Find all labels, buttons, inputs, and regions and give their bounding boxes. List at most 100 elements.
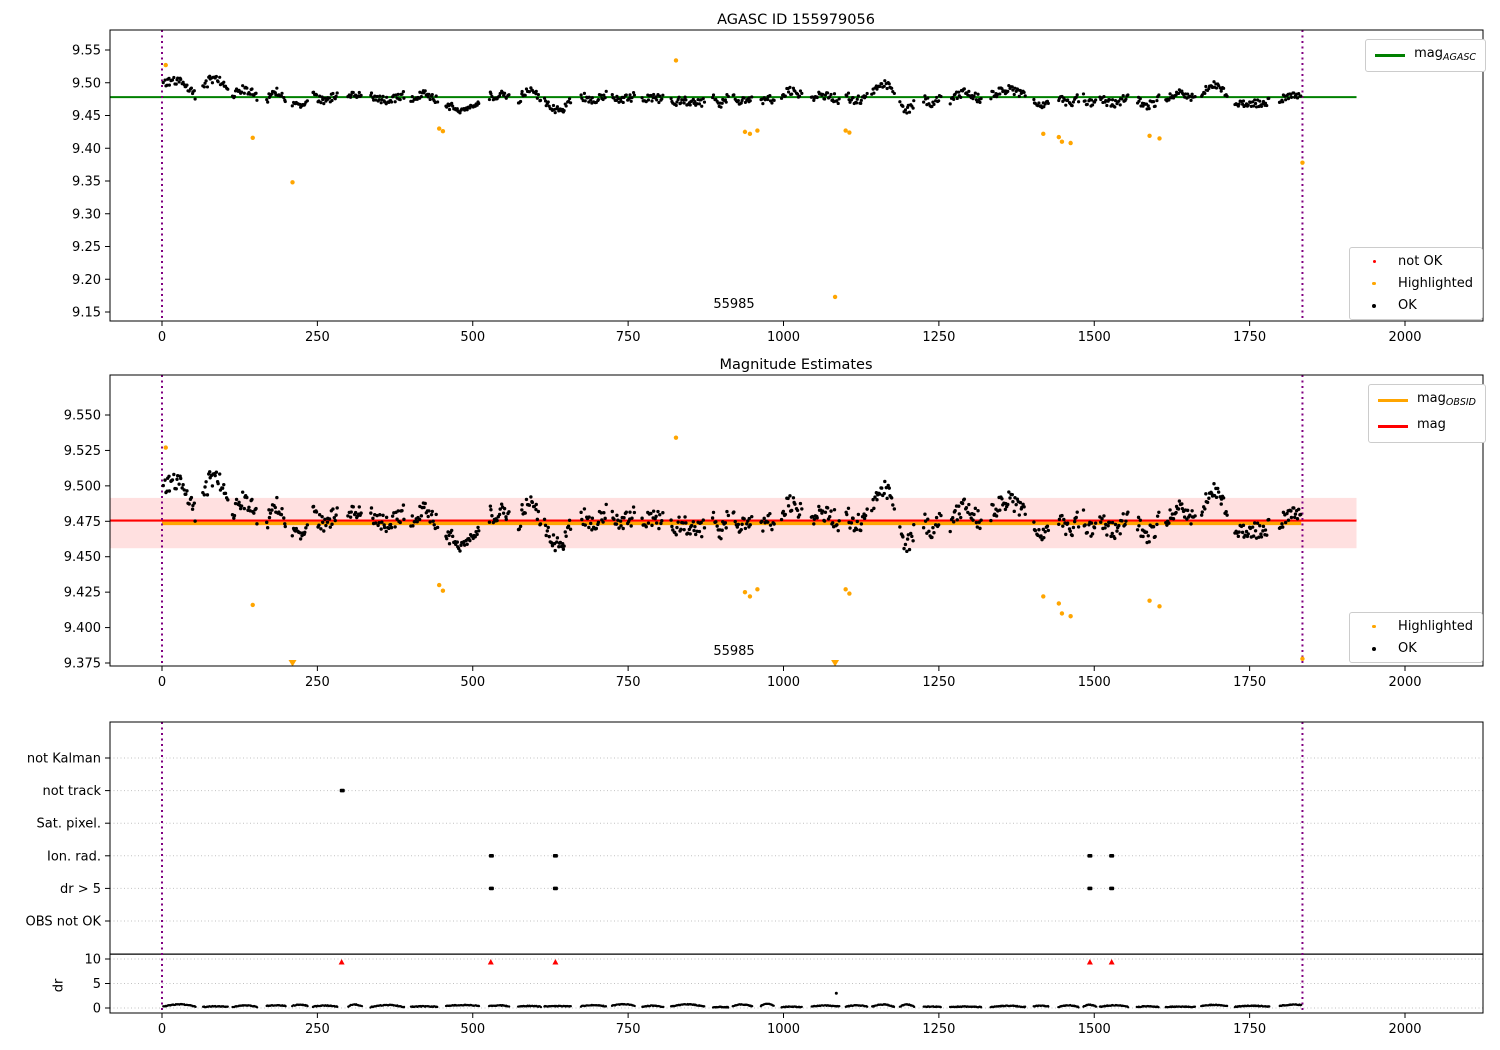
bottom-plot-inner [161, 722, 1304, 1013]
svg-text:9.35: 9.35 [72, 175, 101, 190]
svg-text:1000: 1000 [767, 1022, 800, 1037]
legend-row-ok: OK [1359, 640, 1473, 657]
middle-plot-ok-points [161, 470, 1303, 554]
svg-text:2000: 2000 [1388, 1022, 1421, 1037]
svg-text:1250: 1250 [922, 330, 955, 345]
svg-text:500: 500 [460, 675, 485, 690]
legend-label: OK [1398, 298, 1417, 313]
top-plot-axis-ticks: 9.15 9.20 9.25 9.30 9.35 9.40 9.45 9.50 9.55 0 250… [72, 44, 1422, 346]
legend-label: magAGASC [1414, 46, 1476, 63]
svg-text:250: 250 [305, 675, 330, 690]
svg-text:OBS not OK: OBS not OK [26, 915, 102, 930]
middle-plot-highlighted-points [163, 435, 1305, 661]
bottom-plot: not Kalman not track Sat. pixel. Ion. rad. d… [26, 721, 1484, 1038]
svg-text:2000: 2000 [1388, 330, 1421, 345]
svg-text:9.450: 9.450 [64, 550, 101, 565]
svg-text:9.475: 9.475 [64, 515, 101, 530]
ok-dot-swatch [1359, 303, 1389, 308]
legend-row-mag-obsid: magOBSID [1377, 390, 1476, 411]
svg-text:0: 0 [93, 1002, 101, 1017]
legend-row-not-ok: not OK [1359, 253, 1473, 270]
top-plot: 9.15 9.20 9.25 9.30 9.35 9.40 9.45 9.50 9.55 0 250… [72, 29, 1484, 346]
svg-text:1750: 1750 [1233, 675, 1266, 690]
top-plot-marker-legend: not OK Highlighted OK [1349, 247, 1483, 320]
svg-text:500: 500 [460, 330, 485, 345]
top-plot-inner [110, 30, 1357, 321]
svg-text:9.400: 9.400 [64, 621, 101, 636]
svg-text:1500: 1500 [1078, 1022, 1111, 1037]
svg-text:500: 500 [460, 1022, 485, 1037]
highlighted-dot-swatch [1359, 624, 1389, 629]
middle-plot-line-legend: magOBSID mag [1367, 384, 1486, 443]
top-plot-ok-points [161, 74, 1303, 115]
svg-text:9.25: 9.25 [72, 240, 101, 255]
svg-text:1500: 1500 [1078, 330, 1111, 345]
svg-text:0: 0 [158, 675, 166, 690]
svg-text:1750: 1750 [1233, 330, 1266, 345]
svg-text:5: 5 [93, 977, 101, 992]
legend-label: not OK [1398, 254, 1443, 269]
legend-label: magOBSID [1416, 391, 1476, 408]
svg-text:10: 10 [84, 953, 101, 968]
obsid-annotation-top: 55985 [713, 297, 755, 312]
svg-text:1000: 1000 [767, 330, 800, 345]
svg-text:1250: 1250 [922, 1022, 955, 1037]
not-ok-dot-swatch [1359, 260, 1389, 263]
svg-text:750: 750 [616, 330, 641, 345]
legend-row-highlighted: Highlighted [1359, 618, 1473, 635]
svg-text:1250: 1250 [922, 675, 955, 690]
svg-text:9.20: 9.20 [72, 273, 101, 288]
legend-row-highlighted: Highlighted [1359, 275, 1473, 292]
legend-label: Highlighted [1398, 619, 1473, 634]
dr-axis-label: dr [51, 978, 67, 993]
bottom-plot-dr-clipped-red [338, 959, 1115, 965]
svg-text:750: 750 [616, 675, 641, 690]
highlighted-dot-swatch [1359, 281, 1389, 286]
svg-text:9.375: 9.375 [64, 657, 101, 672]
svg-text:1750: 1750 [1233, 1022, 1266, 1037]
svg-text:9.525: 9.525 [64, 444, 101, 459]
legend-label: mag [1416, 417, 1446, 432]
svg-text:9.50: 9.50 [72, 76, 101, 91]
svg-text:9.45: 9.45 [72, 109, 101, 124]
middle-plot-marker-legend: Highlighted OK [1349, 612, 1483, 663]
mag-line-swatch [1377, 425, 1408, 428]
bottom-plot-axis-ticks: not Kalman not track Sat. pixel. Ion. rad. d… [26, 752, 1422, 1038]
svg-text:dr > 5: dr > 5 [60, 882, 101, 897]
svg-text:9.55: 9.55 [72, 44, 101, 59]
middle-plot-inner [110, 375, 1357, 666]
svg-text:9.30: 9.30 [72, 207, 101, 222]
svg-text:1500: 1500 [1078, 675, 1111, 690]
legend-row-mag: mag [1377, 416, 1476, 437]
svg-text:750: 750 [616, 1022, 641, 1037]
legend-row-mag-agasc: magAGASC [1375, 45, 1476, 66]
svg-text:Sat. pixel.: Sat. pixel. [37, 817, 101, 832]
svg-text:9.500: 9.500 [64, 479, 101, 494]
top-plot-title: AGASC ID 155979056 [717, 12, 875, 28]
svg-text:250: 250 [305, 1022, 330, 1037]
svg-text:1000: 1000 [767, 675, 800, 690]
svg-text:0: 0 [158, 1022, 166, 1037]
svg-text:Ion. rad.: Ion. rad. [47, 849, 101, 864]
svg-text:not Kalman: not Kalman [27, 752, 101, 767]
middle-plot: 9.375 9.400 9.425 9.450 9.475 9.500 9.525 9.550… [64, 374, 1484, 690]
middle-plot-title: Magnitude Estimates [719, 357, 873, 373]
legend-row-ok: OK [1359, 297, 1473, 314]
svg-text:0: 0 [158, 330, 166, 345]
legend-label: Highlighted [1398, 276, 1473, 291]
top-plot-line-legend: magAGASC [1365, 39, 1486, 72]
svg-text:9.550: 9.550 [64, 409, 101, 424]
svg-text:2000: 2000 [1388, 675, 1421, 690]
svg-text:9.40: 9.40 [72, 142, 101, 157]
bottom-plot-flag-points [339, 788, 1115, 891]
svg-text:9.15: 9.15 [72, 306, 101, 321]
svg-text:250: 250 [305, 330, 330, 345]
bottom-plot-grid [110, 757, 1483, 1009]
top-plot-highlighted-points [163, 58, 1305, 300]
bottom-plot-dr-trace [162, 991, 1303, 1009]
legend-label: OK [1398, 641, 1417, 656]
svg-text:9.425: 9.425 [64, 586, 101, 601]
middle-plot-clipped-markers [288, 660, 840, 667]
